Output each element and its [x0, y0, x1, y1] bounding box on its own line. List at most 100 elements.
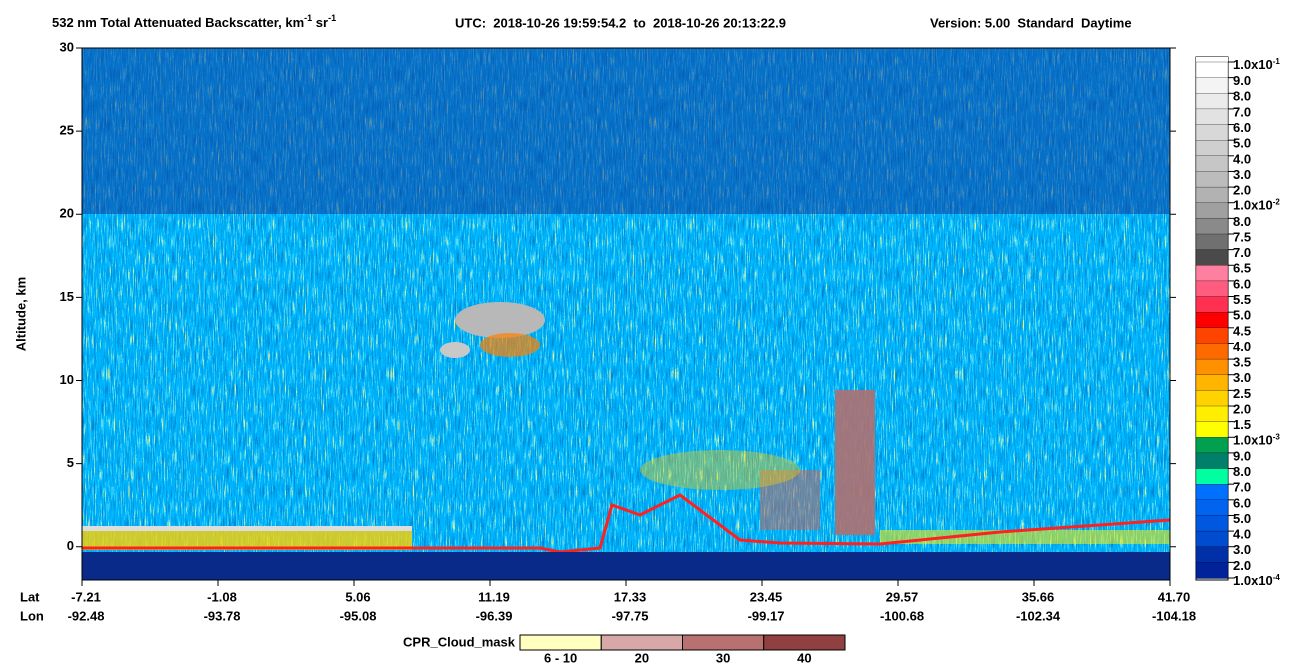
x-tick-label: -100.68 — [880, 608, 924, 623]
y-tick-label: 30 — [60, 39, 74, 54]
colorbar-label: 8.0 — [1233, 464, 1251, 479]
colorbar-label: 7.0 — [1233, 480, 1251, 495]
colorbar-block — [1195, 390, 1229, 407]
cpr-legend-label: 40 — [797, 650, 811, 665]
colorbar-label: 4.0 — [1233, 339, 1251, 354]
colorbar-block — [1195, 124, 1229, 141]
chart-title: 532 nm Total Attenuated Backscatter, km-… — [52, 13, 336, 30]
colorbar-block — [1195, 202, 1229, 220]
colorbar-block — [1195, 530, 1229, 548]
colorbar-label: 8.0 — [1233, 214, 1251, 229]
y-tick-label: 15 — [60, 289, 74, 304]
colorbar-block — [1195, 77, 1229, 94]
colorbar-label: 7.0 — [1233, 104, 1251, 119]
colorbar-label: 4.0 — [1233, 527, 1251, 542]
cpr-legend-swatch — [682, 634, 765, 651]
colorbar-label: 6.0 — [1233, 120, 1251, 135]
colorbar-label: 3.0 — [1233, 542, 1251, 557]
colorbar-label-sup: -3 — [1273, 432, 1281, 441]
colorbar-label: 1.0x10-3 — [1233, 432, 1280, 448]
x-row-label: Lat — [20, 589, 40, 604]
title-text: sr — [312, 15, 328, 30]
colorbar-label: 2.0 — [1233, 183, 1251, 198]
colorbar-label-sup: -1 — [1273, 57, 1281, 66]
x-tick-label: 35.66 — [1022, 589, 1055, 604]
colorbar-label: 5.5 — [1233, 292, 1251, 307]
colorbar-block — [1195, 312, 1229, 329]
title-text: 532 nm Total Attenuated Backscatter, km — [52, 15, 304, 30]
colorbar-block — [1195, 562, 1229, 579]
colorbar-label: 6.0 — [1233, 495, 1251, 510]
cpr-legend-label: 6 - 10 — [544, 650, 577, 665]
colorbar-label: 7.0 — [1233, 245, 1251, 260]
y-tick-label: 20 — [60, 206, 74, 221]
colorbar-block — [1195, 280, 1229, 298]
x-tick-label: 5.06 — [345, 589, 370, 604]
cpr-legend-swatch — [763, 634, 846, 651]
colorbar-block — [1195, 249, 1229, 266]
colorbar-block — [1195, 515, 1229, 532]
colorbar-label: 4.5 — [1233, 323, 1251, 338]
colorbar-block — [1195, 358, 1229, 376]
colorbar-cap — [1196, 57, 1228, 62]
colorbar-label: 2.0 — [1233, 401, 1251, 416]
x-tick-label: -95.08 — [340, 608, 377, 623]
cpr-legend-swatch — [519, 634, 602, 651]
colorbar-label: 9.0 — [1233, 73, 1251, 88]
cpr-legend-swatch — [600, 634, 683, 651]
cpr-legend-label: 30 — [716, 650, 730, 665]
colorbar-label-text: 1.0x10 — [1233, 433, 1273, 448]
colorbar-block — [1195, 233, 1229, 251]
x-tick-label: 41.70 — [1158, 589, 1191, 604]
colorbar-label: 5.0 — [1233, 511, 1251, 526]
colorbar-label: 8.0 — [1233, 89, 1251, 104]
colorbar-label-sup: -4 — [1273, 573, 1281, 582]
colorbar-block — [1195, 546, 1229, 564]
colorbar-block — [1195, 421, 1229, 438]
y-tick-label: 0 — [67, 538, 74, 553]
x-tick-label: 23.45 — [750, 589, 783, 604]
colorbar-block — [1195, 484, 1229, 501]
x-row-label: Lon — [20, 608, 44, 623]
colorbar-label: 5.0 — [1233, 308, 1251, 323]
colorbar-label: 3.0 — [1233, 167, 1251, 182]
title-sup: -1 — [304, 13, 312, 23]
colorbar-block — [1195, 343, 1229, 360]
colorbar-block — [1195, 265, 1229, 282]
x-tick-label: -104.18 — [1152, 608, 1196, 623]
colorbar-block — [1195, 218, 1229, 235]
colorbar-block — [1195, 405, 1229, 423]
colorbar-label: 6.5 — [1233, 261, 1251, 276]
colorbar-label: 1.0x10-4 — [1233, 573, 1280, 589]
utc-range: UTC: 2018-10-26 19:59:54.2 to 2018-10-26… — [455, 15, 786, 30]
x-tick-label: -97.75 — [612, 608, 649, 623]
x-tick-label: -96.39 — [476, 608, 513, 623]
colorbar-label: 3.0 — [1233, 370, 1251, 385]
colorbar-label-sup: -2 — [1273, 197, 1281, 206]
y-tick-label: 10 — [60, 372, 74, 387]
version: Version: 5.00 Standard Daytime — [930, 15, 1132, 30]
x-tick-label: 17.33 — [614, 589, 647, 604]
colorbar-block — [1195, 327, 1229, 345]
colorbar-label: 9.0 — [1233, 448, 1251, 463]
colorbar-block — [1195, 108, 1229, 126]
title-sup: -1 — [328, 13, 336, 23]
colorbar-block — [1195, 140, 1229, 157]
colorbar-label-text: 1.0x10 — [1233, 573, 1273, 588]
y-tick-label: 5 — [67, 455, 74, 470]
colorbar-block — [1195, 61, 1229, 79]
colorbar-block — [1195, 437, 1229, 454]
colorbar-label: 1.0x10-1 — [1233, 57, 1280, 73]
x-tick-label: -99.17 — [748, 608, 785, 623]
colorbar-label: 6.0 — [1233, 276, 1251, 291]
colorbar-label: 1.0x10-2 — [1233, 197, 1280, 213]
x-tick-label: -102.34 — [1016, 608, 1061, 623]
colorbar-block — [1195, 468, 1229, 485]
x-tick-label: 11.19 — [478, 589, 510, 604]
colorbar-block — [1195, 374, 1229, 392]
colorbar-block — [1195, 171, 1229, 188]
backscatter-image — [82, 48, 1171, 580]
colorbar-label: 7.5 — [1233, 229, 1251, 244]
cpr-legend-title: CPR_Cloud_mask — [403, 634, 516, 649]
